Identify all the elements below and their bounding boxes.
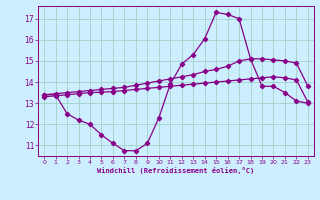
X-axis label: Windchill (Refroidissement éolien,°C): Windchill (Refroidissement éolien,°C) xyxy=(97,167,255,174)
